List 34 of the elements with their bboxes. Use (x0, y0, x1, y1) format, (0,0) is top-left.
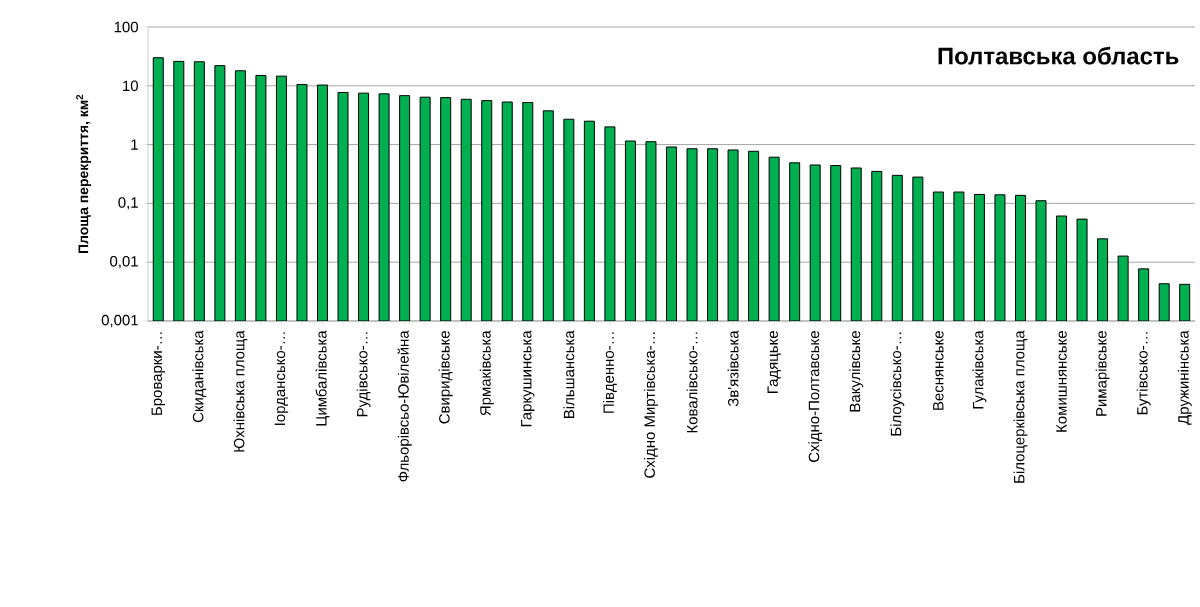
y-tick-label: 0,001 (101, 314, 138, 328)
x-tick-label: Броварки-… (151, 332, 165, 415)
x-tick-label: Південно-… (603, 332, 617, 413)
x-tick-label: Гулаківська (972, 330, 987, 409)
x-tick-label: Рудівсько-… (356, 332, 371, 417)
x-tick-label: Білоцерківська площа (1013, 330, 1028, 483)
x-tick-label: Іордансько-… (274, 332, 289, 425)
x-tick-label: Бутівсько-… (1136, 332, 1151, 415)
y-axis-title: Площа перекриття, км$^{2}$ (76, 94, 92, 254)
x-tick-label: Ковалівсько-… (686, 332, 698, 433)
x-tick-label: Веснянське (933, 331, 944, 410)
x-tick-label: Східно Миртівська-… (643, 332, 658, 478)
y-tick-label: 0,1 (118, 197, 138, 210)
y-tick-label: 100 (114, 21, 138, 33)
x-tick-label: Дружинінська (1177, 330, 1192, 425)
x-tick-label: Комишнянське (1056, 331, 1067, 432)
y-tick-label: 10 (123, 80, 138, 92)
x-tick-label: Свиридівське (438, 331, 453, 424)
x-tick-label: Ярмаківська (479, 330, 494, 416)
x-tick-label: Гаркушинська (521, 330, 535, 427)
x-tick-label: Цимбалівська (315, 330, 330, 426)
x-tick-label: Східно-Полтавське (808, 331, 823, 462)
x-tick-label: Білоусівсько-… (890, 332, 905, 436)
x-tick-label: Юхнівська площа (233, 330, 248, 452)
x-tick-label: Вільшанська (563, 330, 575, 418)
x-tick-label: Фльорівсьо-Ювілейна (397, 330, 412, 482)
x-tick-label: Вакулівське (849, 331, 864, 412)
text: Полтавська область (938, 46, 1179, 65)
y-tick-label: 0,01 (110, 256, 138, 269)
y-tick-label: 1 (131, 139, 138, 150)
x-tick-label: Римарівське (1095, 331, 1110, 416)
x-tick-label: Зв'язівська (727, 330, 739, 407)
x-tick-label: Скиданівська (192, 330, 207, 423)
x-tick-label: Гадяцьке (767, 331, 781, 393)
